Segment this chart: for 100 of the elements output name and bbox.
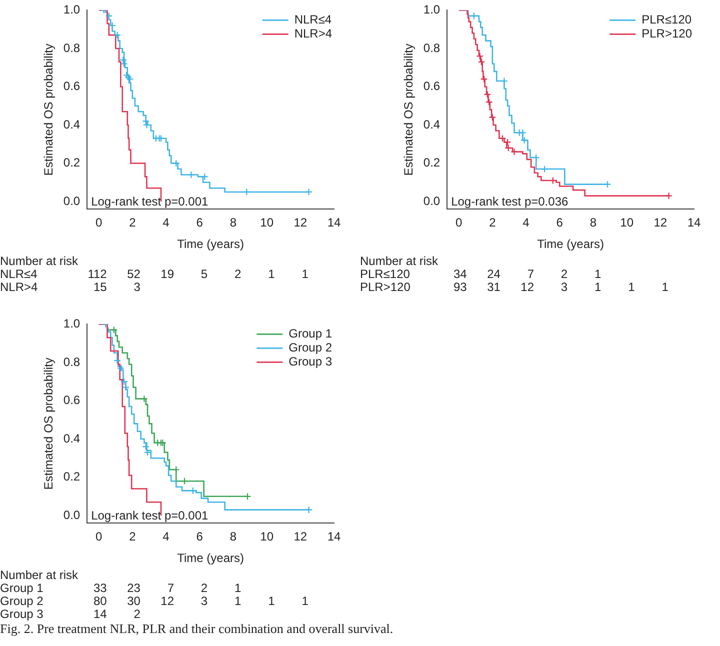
x-tick-label: 4	[522, 216, 530, 230]
point	[484, 90, 492, 98]
y-tick-label: 0.4	[63, 431, 80, 446]
legend-label: Group 3	[288, 354, 332, 369]
y-tick-label: 0.8	[63, 40, 80, 55]
y-tick-label: 0.8	[423, 40, 440, 55]
point	[172, 466, 180, 474]
point	[120, 60, 128, 68]
legend-label: Group 2	[288, 340, 332, 355]
text: PLR>120	[360, 280, 410, 294]
x-tick-label: 2	[129, 216, 136, 230]
x-tick-label: 0	[95, 216, 102, 230]
point	[532, 154, 540, 162]
point	[119, 56, 127, 64]
text: 112 52 19 5 2 1 1	[88, 267, 308, 281]
point	[520, 136, 528, 144]
x-tick-label: 6	[556, 216, 564, 230]
legend-label: PLR≤120	[642, 12, 692, 27]
y-tick-label: 0.4	[63, 117, 80, 132]
y-tick-label: 1.0	[63, 316, 80, 331]
point	[305, 506, 313, 514]
text: 34 24 7 2 1	[453, 267, 602, 281]
point	[110, 326, 118, 334]
x-tick-label: 12	[294, 530, 308, 544]
x-axis-title: Time (years)	[177, 551, 244, 566]
y-tick-label: 0.2	[63, 470, 80, 484]
text: Group 3	[0, 607, 44, 621]
x-tick-label: 2	[129, 530, 136, 544]
x-axis-title: Time (years)	[177, 237, 244, 252]
text: Number at risk	[0, 568, 78, 582]
y-axis-title: Estimated OS probability	[402, 44, 416, 176]
text: Group 2	[0, 594, 44, 608]
y-axis-title: Estimated OS probability	[42, 44, 56, 176]
x-tick-label: 8	[230, 530, 237, 544]
legend-label: NLR≤4	[294, 12, 332, 27]
point	[480, 75, 488, 83]
point	[604, 180, 612, 188]
y-axis-title: Estimated OS probability	[42, 358, 56, 490]
point	[540, 165, 548, 173]
x-tick-label: 14	[327, 216, 341, 230]
point	[126, 75, 134, 83]
point	[116, 364, 124, 372]
x-tick-label: 14	[327, 530, 341, 544]
x-tick-label: 12	[294, 216, 308, 230]
y-tick-label: 0.2	[63, 156, 80, 170]
text: 93 31 12 3 1 1 1	[453, 280, 668, 294]
x-tick-label: 4	[162, 216, 170, 230]
text: NLR>4	[0, 280, 38, 294]
point	[200, 172, 208, 180]
point	[488, 114, 496, 122]
point	[142, 117, 150, 125]
point	[105, 12, 113, 20]
y-tick-label: 1.0	[63, 2, 80, 17]
y-tick-label: 0.0	[423, 194, 440, 208]
y-tick-label: 0.6	[63, 79, 80, 94]
point	[244, 492, 252, 500]
point	[305, 188, 313, 196]
y-tick-label: 0.6	[63, 393, 80, 408]
y-tick-label: 0.0	[63, 194, 80, 208]
y-tick-label: 0.2	[423, 156, 440, 170]
point	[187, 171, 195, 179]
legend-label: PLR>120	[642, 26, 692, 41]
x-tick-label: 10	[260, 530, 274, 544]
x-tick-label: 4	[162, 530, 170, 544]
x-tick-label: 6	[196, 530, 204, 544]
point	[140, 395, 148, 403]
text: NLR≤4	[0, 267, 38, 281]
text: Group 1	[0, 581, 44, 595]
x-tick-label: 8	[230, 216, 237, 230]
point	[242, 188, 250, 196]
x-axis-title: Time (years)	[537, 237, 604, 252]
legend-label: Group 1	[288, 326, 332, 341]
y-tick-label: 0.4	[423, 117, 440, 132]
point	[114, 31, 122, 39]
x-tick-label: 0	[95, 530, 102, 544]
point	[108, 22, 116, 30]
x-tick-label: 14	[687, 216, 701, 230]
legend-label: NLR>4	[294, 26, 332, 41]
x-tick-label: 2	[489, 216, 496, 230]
point	[470, 12, 478, 20]
point	[114, 356, 122, 364]
point	[180, 477, 188, 485]
annotation: Log-rank test p=0.001	[91, 508, 208, 523]
y-tick-label: 1.0	[423, 2, 440, 17]
text: 33 23 7 2 1	[93, 581, 242, 595]
x-tick-label: 12	[654, 216, 668, 230]
y-tick-label: 0.0	[63, 508, 80, 522]
text: 15 3	[93, 280, 140, 294]
text: 80 30 12 3 1 1 1	[93, 594, 308, 608]
y-tick-label: 0.6	[423, 79, 440, 94]
caption: Fig. 2. Pre treatment NLR, PLR and their combination and overall survival.	[0, 621, 394, 637]
x-tick-label: 10	[260, 216, 274, 230]
text: PLR≤120	[360, 267, 410, 281]
x-tick-label: 8	[590, 216, 597, 230]
annotation: Log-rank test p=0.036	[451, 194, 568, 209]
text: Number at risk	[0, 254, 78, 268]
point	[172, 160, 180, 168]
x-tick-label: 0	[455, 216, 462, 230]
x-tick-label: 10	[620, 216, 634, 230]
annotation: Log-rank test p=0.001	[91, 194, 208, 209]
